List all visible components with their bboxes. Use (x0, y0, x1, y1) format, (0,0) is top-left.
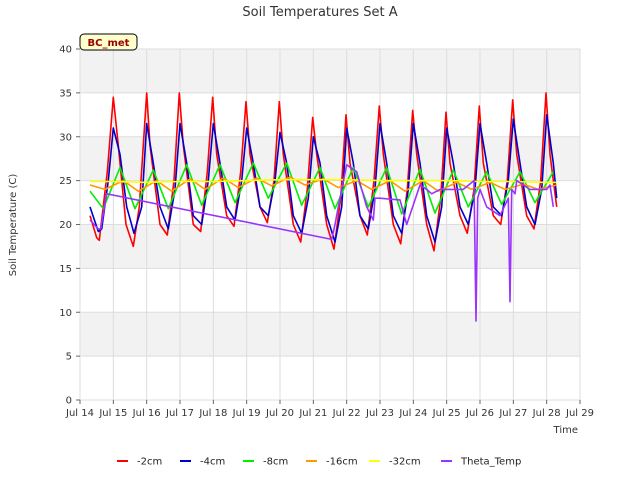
badge-label: BC_met (88, 38, 130, 49)
y-tick-label: 5 (66, 352, 72, 363)
x-tick-label: Jul 14 (65, 408, 94, 419)
x-axis-ticks: Jul 14 Jul 15 Jul 16 Jul 17 Jul 18 Jul 19 Jul … (65, 400, 594, 419)
legend: -2cm -4cm -8cm -16cm -32cm Theta_Temp (117, 457, 521, 468)
plot-band (80, 224, 580, 269)
legend-label: -32cm (389, 457, 421, 468)
x-tick-label: Jul 23 (365, 408, 394, 419)
series-line-4cm (89, 114, 558, 243)
plot-band (80, 49, 580, 93)
x-tick-label: Jul 17 (165, 408, 194, 419)
x-tick-label: Jul 26 (465, 408, 494, 419)
series-line-2cm (89, 92, 558, 252)
y-tick-label: 10 (59, 308, 72, 319)
legend-label: -8cm (263, 457, 288, 468)
x-tick-label: Jul 20 (265, 408, 294, 419)
series-line-32cm (90, 178, 557, 184)
y-axis-label: Soil Temperature (C) (8, 174, 19, 277)
y-tick-label: 0 (66, 396, 72, 407)
y-tick-label: 15 (59, 264, 72, 275)
x-tick-label: Jul 24 (398, 408, 427, 419)
legend-label: Theta_Temp (460, 457, 521, 468)
y-tick-label: 35 (59, 88, 72, 99)
x-axis-label: Time (553, 425, 578, 436)
y-tick-label: 25 (59, 176, 72, 187)
series-line-theta-temp (89, 164, 555, 322)
legend-label: -4cm (200, 457, 225, 468)
legend-label: -16cm (326, 457, 358, 468)
chart-title: Soil Temperatures Set A (242, 5, 397, 20)
x-tick-label: Jul 25 (432, 408, 461, 419)
y-tick-label: 30 (59, 132, 72, 143)
x-tick-label: Jul 27 (498, 408, 527, 419)
x-tick-label: Jul 19 (232, 408, 261, 419)
x-tick-label: Jul 21 (298, 408, 327, 419)
y-tick-label: 20 (59, 220, 72, 231)
x-tick-label: Jul 29 (565, 408, 594, 419)
x-tick-label: Jul 16 (132, 408, 161, 419)
x-tick-label: Jul 15 (98, 408, 127, 419)
y-tick-label: 40 (59, 45, 72, 56)
x-tick-label: Jul 28 (532, 408, 561, 419)
station-badge: BC_met (79, 33, 138, 51)
x-tick-label: Jul 18 (198, 408, 227, 419)
legend-label: -2cm (137, 457, 162, 468)
plot-band (80, 312, 580, 357)
plot-band (80, 136, 580, 181)
series-lines (89, 92, 558, 322)
x-tick-label: Jul 22 (332, 408, 361, 419)
badge-box (79, 33, 138, 51)
y-axis-ticks: 0 5 10 15 20 25 30 35 40 (59, 45, 80, 407)
